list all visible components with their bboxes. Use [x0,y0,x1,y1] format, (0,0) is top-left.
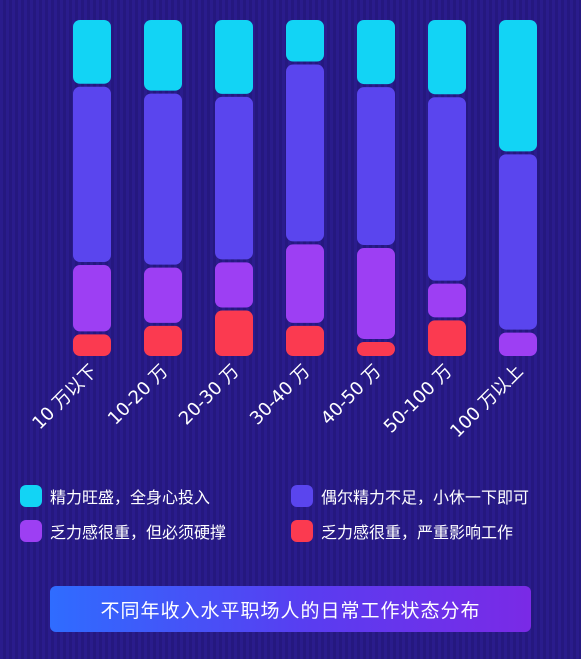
legend-item-fatigue-push-through: 乏力感很重，但必须硬撑 [20,519,226,543]
bar-segment-fatigue-push-through [357,248,395,339]
bar-segment-energetic [428,20,466,95]
bar-segment-fatigue-push-through [286,244,324,323]
legend-label-occasional-fatigue: 偶尔精力不足，小休一下即可 [321,488,530,507]
bar-segment-occasional-fatigue [428,97,466,281]
bar-segment-fatigue-push-through [144,267,182,323]
legend-swatch-fatigue-push-through [20,520,42,542]
bar-segment-fatigue-push-through [215,262,253,308]
bar-segment-severe-fatigue [428,320,466,356]
category-label: 20-30 万 [175,361,244,430]
chart-title: 不同年收入水平职场人的日常工作状态分布 [50,586,531,632]
bar-segment-severe-fatigue [215,310,253,356]
category-label: 10-20 万 [104,361,173,430]
legend-item-energetic: 精力旺盛，全身心投入 [20,484,210,508]
bar-segment-energetic [73,20,111,84]
bar-segment-energetic [144,20,182,91]
legend-swatch-energetic [20,485,42,507]
legend-label-fatigue-push-through: 乏力感很重，但必须硬撑 [50,523,227,542]
bar-segment-occasional-fatigue [357,87,395,246]
bar-segment-fatigue-push-through [73,265,111,332]
category-label: 40-50 万 [317,361,386,430]
bar-segment-occasional-fatigue [215,96,253,260]
bar-segment-severe-fatigue [357,341,395,356]
bar-segment-occasional-fatigue [286,64,324,242]
category-label: 50-100 万 [380,361,457,438]
category-label: 10 万以下 [28,361,101,434]
bar-segment-occasional-fatigue [73,86,111,263]
legend-label-severe-fatigue: 乏力感很重，严重影响工作 [321,523,514,542]
bar-segment-energetic [215,20,253,94]
category-label: 100 万以上 [446,361,527,442]
stacked-bar-chart: 10 万以下 10-20 万 20-30 万 30-40 万 40-50 万50-100… [28,20,537,442]
legend-item-occasional-fatigue: 偶尔精力不足，小休一下即可 [291,484,529,508]
bar-segment-occasional-fatigue [499,154,537,330]
bar-segment-energetic [499,20,537,152]
legend-item-severe-fatigue: 乏力感很重，严重影响工作 [291,519,513,543]
bar-segment-severe-fatigue [286,325,324,356]
bar-segment-energetic [286,20,324,62]
bar-segment-fatigue-push-through [499,332,537,356]
bar-segment-severe-fatigue [144,325,182,356]
bar-segment-fatigue-push-through [428,283,466,318]
legend-swatch-occasional-fatigue [291,485,313,507]
legend-swatch-severe-fatigue [291,520,313,542]
bar-segment-severe-fatigue [73,334,111,356]
category-label: 30-40 万 [246,361,315,430]
bar-segment-energetic [357,20,395,85]
bar-segment-occasional-fatigue [144,93,182,265]
legend-label-energetic: 精力旺盛，全身心投入 [50,488,211,507]
